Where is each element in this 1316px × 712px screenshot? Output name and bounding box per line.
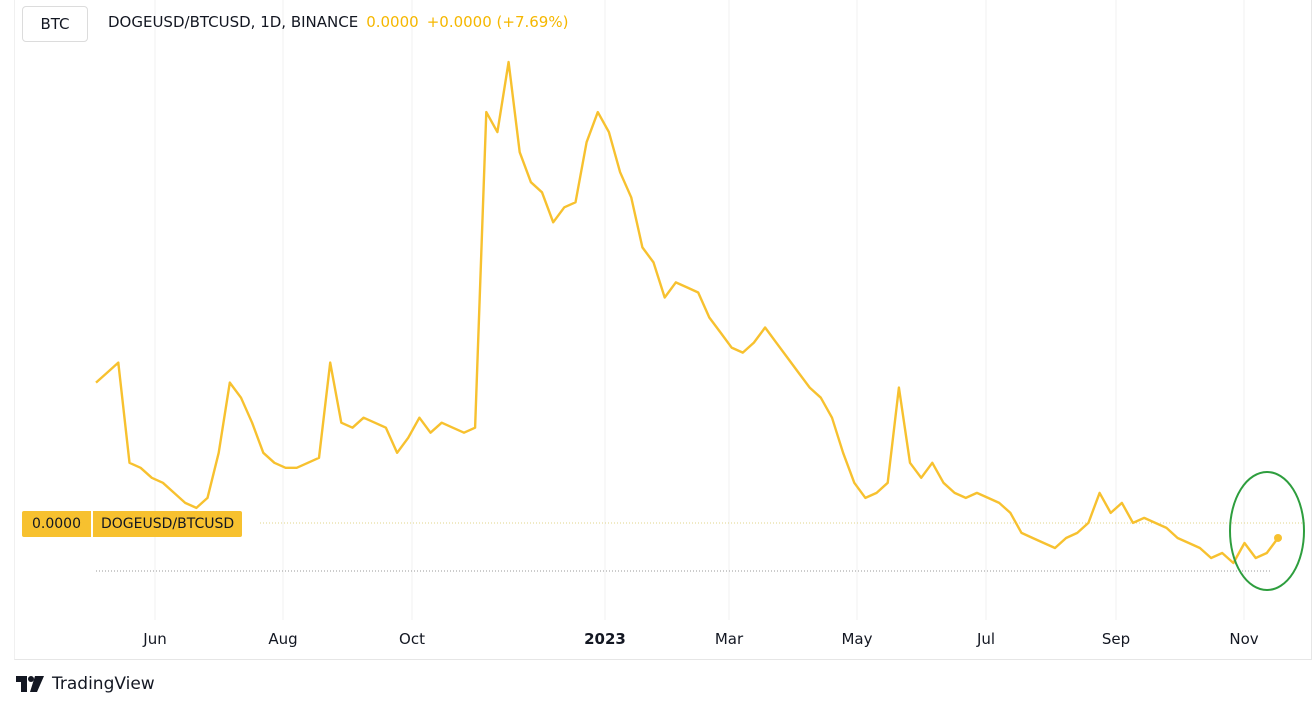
last-price-marker — [1274, 533, 1282, 542]
x-tick-label: Sep — [1102, 630, 1130, 648]
legend-last-value: 0.0000 — [366, 13, 419, 31]
legend-change: +0.0000 (+7.69%) — [426, 13, 569, 31]
x-axis: Jun Aug Oct 2023 Mar May Jul Sep Nov — [142, 630, 1258, 648]
x-tick-label: Jul — [976, 630, 995, 648]
tradingview-logo[interactable]: TradingView — [16, 674, 155, 694]
dogeusd-btcusd-line — [95, 60, 1279, 565]
symbol-button[interactable]: BTC — [22, 6, 88, 42]
symbol-label: BTC — [40, 15, 70, 33]
x-tick-label: Oct — [399, 630, 425, 648]
price-scale-label: 0.0000 DOGEUSD/BTCUSD — [22, 511, 243, 537]
tradingview-icon — [16, 676, 44, 692]
x-tick-label: Jun — [142, 630, 166, 648]
x-tick-label: Aug — [268, 630, 297, 648]
x-tick-label: Mar — [715, 630, 744, 648]
price-tag-value: 0.0000 — [22, 511, 91, 537]
x-tick-label: May — [841, 630, 872, 648]
brand-name: TradingView — [52, 674, 155, 694]
x-tick-label: 2023 — [584, 630, 626, 648]
grid-lines — [154, 0, 1245, 620]
chart-frame — [14, 0, 1312, 660]
highlight-circle — [1229, 471, 1305, 591]
price-tag-name: DOGEUSD/BTCUSD — [93, 511, 243, 537]
legend-title: DOGEUSD/BTCUSD, 1D, BINANCE — [108, 13, 359, 31]
chart-legend: DOGEUSD/BTCUSD, 1D, BINANCE 0.0000 +0.0000… — [108, 13, 568, 31]
x-tick-label: Nov — [1229, 630, 1258, 648]
